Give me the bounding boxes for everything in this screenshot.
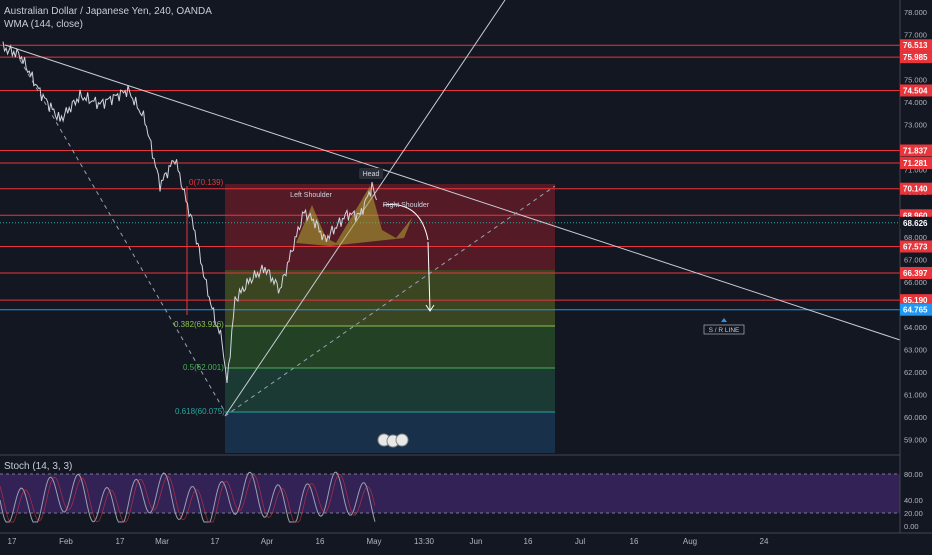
arrow-head [425, 304, 435, 312]
level-tag [900, 51, 932, 64]
level-tag [900, 144, 932, 157]
price-tick-label: 61.000 [904, 390, 927, 399]
time-tick-label: 13:30 [414, 537, 435, 546]
projection-arrow-1 [382, 203, 429, 241]
price-tick-label: 67.000 [904, 255, 927, 264]
time-tick-label: 16 [316, 537, 325, 546]
left-shoulder-label: Left Shoulder [290, 192, 332, 199]
stoch-indicator-label[interactable]: Stoch (14, 3, 3) [4, 461, 73, 472]
price-tick-label: 74.000 [904, 98, 927, 107]
level-tag-label: 67.573 [903, 242, 928, 251]
price-tick-label: 73.000 [904, 120, 927, 129]
price-tick-label: 78.000 [904, 8, 927, 17]
descending-trendline[interactable] [4, 44, 901, 341]
symbol-title[interactable]: Australian Dollar / Japanese Yen, 240, O… [4, 6, 212, 17]
time-tick-label: 17 [116, 537, 125, 546]
fib-zone-top [225, 184, 555, 270]
level-tag-label: 74.504 [903, 86, 928, 95]
fib-label-618: 0.618(60.075) [175, 407, 225, 416]
wma-indicator-label[interactable]: WMA (144, close) [4, 19, 83, 30]
horizontal-levels[interactable] [0, 44, 900, 311]
current-price-tag [900, 216, 932, 229]
right-shoulder-label: Right Shoulder [383, 202, 430, 209]
level-tag-label: 70.140 [903, 185, 928, 194]
stoch-tick-label: 80.00 [904, 470, 923, 479]
level-tag-label: 64.765 [903, 306, 928, 315]
time-tick-label: Jun [470, 537, 483, 546]
sr-line-label-box[interactable] [703, 324, 745, 335]
dashed-projection-line[interactable] [224, 185, 556, 417]
level-tag [900, 39, 932, 52]
head-label: Head [363, 171, 380, 178]
time-tick-label: 16 [630, 537, 639, 546]
current-price-label: 68.626 [903, 219, 928, 228]
fib-zone-5 [225, 326, 555, 368]
level-tag [900, 182, 932, 195]
fib-zone-382 [225, 270, 555, 326]
level-tag-label: 66.397 [903, 269, 928, 278]
time-tick-label: Aug [683, 537, 697, 546]
stoch-band [0, 474, 900, 513]
stoch-tick-label: 20.00 [904, 509, 923, 518]
level-tag [900, 303, 932, 316]
fib-diagonal-line[interactable] [19, 59, 226, 413]
level-tag-label: 71.837 [903, 146, 928, 155]
level-tag-label: 75.985 [903, 53, 928, 62]
time-tick-label: 24 [760, 537, 769, 546]
stoch-k-line [0, 471, 376, 523]
price-series [2, 41, 377, 384]
time-axis[interactable]: 17 Feb 17 Mar 17 Apr 16 May 13:30 Jun 16 Jul 16 Aug 24 [8, 537, 769, 546]
time-tick-label: 16 [524, 537, 533, 546]
price-tick-label: 77.000 [904, 30, 927, 39]
price-tick-label: 64.000 [904, 323, 927, 332]
stoch-axis: 80.00 40.00 20.00 0.00 [904, 470, 923, 531]
level-tag [900, 240, 932, 253]
level-tag-label: 68.960 [903, 211, 928, 220]
price-tick-label: 59.000 [904, 435, 927, 444]
time-tick-label: Mar [155, 537, 169, 546]
head-label-box [359, 168, 383, 179]
level-tag [900, 266, 932, 279]
time-tick-label: May [366, 537, 381, 546]
stoch-tick-label: 40.00 [904, 496, 923, 505]
price-tick-label: 62.000 [904, 368, 927, 377]
price-tick-label: 75.000 [904, 75, 927, 84]
level-tag-label: 71.281 [903, 159, 928, 168]
event-icon-3[interactable] [395, 433, 409, 447]
time-tick-label: 17 [211, 537, 220, 546]
time-tick-label: Feb [59, 537, 73, 546]
sr-line-label: S / R LINE [709, 327, 740, 334]
stoch-tick-label: 0.00 [904, 522, 919, 531]
price-tick-label: 60.000 [904, 413, 927, 422]
level-tag [900, 294, 932, 307]
price-tick-label: 63.000 [904, 345, 927, 354]
level-tag [900, 84, 932, 97]
price-tick-label: 68.000 [904, 233, 927, 242]
projection-arrow-2 [427, 241, 431, 311]
level-tag-label: 76.513 [903, 41, 928, 50]
fib-label-382: 0.382(63.926) [174, 320, 224, 329]
stoch-panel[interactable] [0, 471, 900, 523]
sr-marker-icon [721, 318, 727, 322]
level-tag-label: 65.190 [903, 296, 928, 305]
fib-zone-618 [225, 368, 555, 412]
stoch-d-line [0, 473, 376, 523]
time-tick-label: 17 [8, 537, 17, 546]
fib-zone-bottom [225, 412, 555, 453]
fib-retracement[interactable] [225, 184, 555, 453]
head-shoulders-pattern[interactable] [296, 186, 412, 246]
price-tick-label: 71.000 [904, 165, 927, 174]
time-tick-label: Apr [261, 537, 274, 546]
time-tick-label: Jul [575, 537, 585, 546]
price-level-labels: 76.513 75.985 74.504 71.837 71.281 70.140 68.9… [900, 39, 932, 316]
level-tag [900, 157, 932, 170]
fib-label-top: 0(70.139) [189, 178, 224, 187]
fib-label-5: 0.5(62.001) [183, 363, 224, 372]
price-tick-label: 66.000 [904, 278, 927, 287]
